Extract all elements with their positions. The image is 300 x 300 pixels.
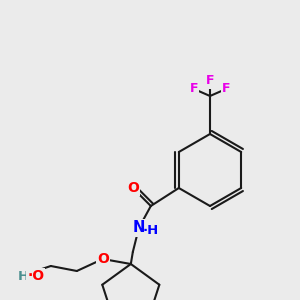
Text: F: F (222, 82, 230, 95)
Text: ·H: ·H (143, 224, 159, 238)
Text: O: O (97, 252, 109, 266)
Text: F: F (206, 74, 214, 88)
Text: N: N (133, 220, 145, 236)
Text: H: H (17, 269, 28, 283)
Text: F: F (190, 82, 198, 95)
Text: O: O (127, 181, 139, 195)
Text: ·O: ·O (27, 269, 44, 283)
